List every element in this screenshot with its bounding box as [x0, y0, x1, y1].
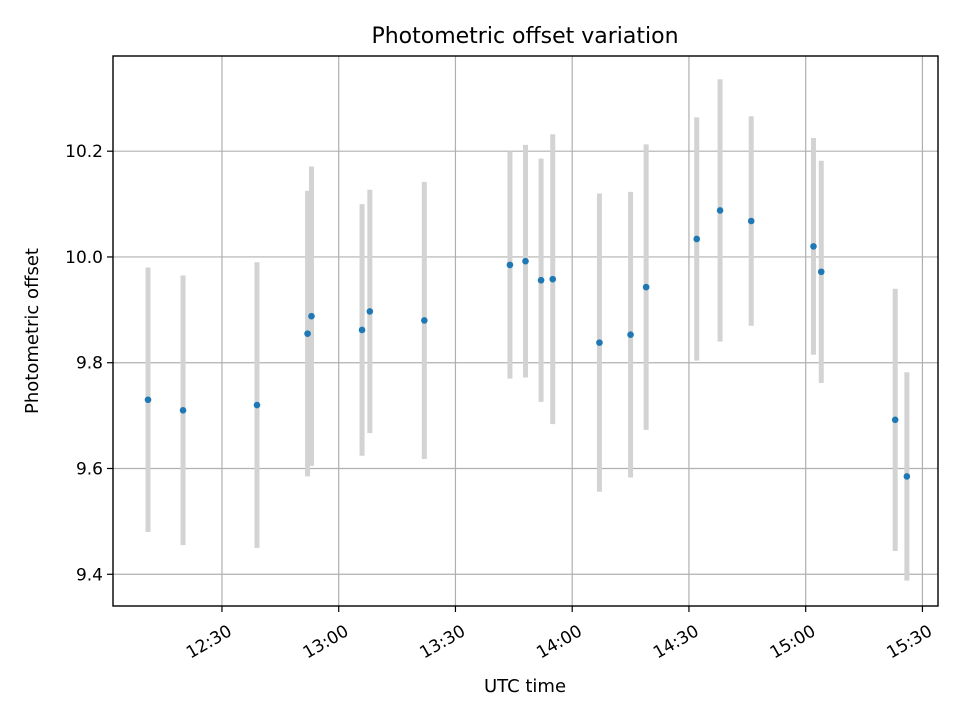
x-tick-label: 14:30 — [650, 621, 702, 663]
data-point — [304, 330, 311, 337]
x-tick-label: 14:00 — [533, 621, 585, 663]
data-point — [716, 207, 724, 214]
data-point — [627, 331, 634, 339]
data-point — [596, 339, 603, 346]
x-tick-label: 15:00 — [767, 621, 819, 663]
data-point — [253, 401, 261, 409]
data-point — [358, 326, 366, 334]
x-tick-label: 12:30 — [183, 621, 235, 663]
chart-title: Photometric offset variation — [371, 24, 678, 49]
data-point — [549, 275, 557, 283]
data-point — [308, 312, 315, 320]
data-point — [891, 416, 899, 424]
x-tick-label: 15:30 — [883, 621, 935, 663]
data-point — [903, 473, 911, 480]
x-tick-label: 13:30 — [417, 621, 469, 663]
data-point — [179, 407, 187, 414]
data-point — [810, 243, 817, 250]
data-point — [642, 283, 650, 291]
data-point — [421, 317, 428, 324]
data-point — [144, 396, 152, 404]
y-tick-label: 9.6 — [76, 460, 103, 480]
x-axis-ticks: 12:30 13:00 13:30 14:00 14:30 15:00 15:30 — [183, 606, 936, 663]
data-point — [537, 276, 545, 284]
x-tick-label: 13:00 — [300, 621, 352, 663]
x-axis-label: UTC time — [484, 676, 566, 697]
plot-frame — [112, 55, 939, 607]
data-point — [366, 308, 374, 315]
data-point — [817, 268, 825, 276]
y-axis-ticks: 9.4 9.6 9.8 10.0 10.2 — [65, 142, 113, 585]
y-axis-label: Photometric offset — [22, 248, 43, 414]
y-tick-label: 9.4 — [76, 565, 103, 585]
data-point — [693, 235, 701, 243]
data-point — [747, 217, 755, 225]
error-bars — [145, 79, 910, 581]
data-points — [144, 207, 911, 480]
y-tick-label: 9.8 — [76, 354, 103, 374]
data-point — [522, 257, 529, 265]
data-point — [506, 261, 514, 269]
y-tick-label: 10.2 — [65, 142, 103, 162]
y-tick-label: 10.0 — [65, 248, 103, 268]
